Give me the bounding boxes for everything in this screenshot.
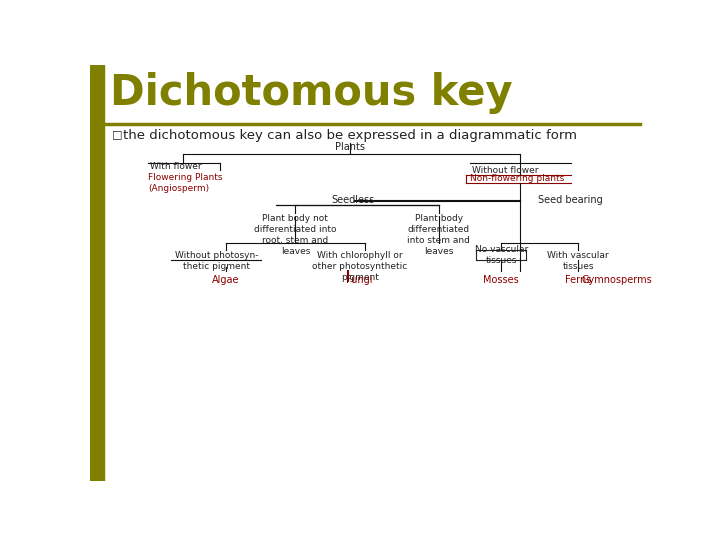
Text: With vascular
tissues: With vascular tissues (547, 251, 609, 271)
Text: Without photosyn-
thetic pigment: Without photosyn- thetic pigment (174, 251, 258, 271)
Text: With flower: With flower (150, 162, 202, 171)
Text: Plant body
differentiated
into stem and
leaves: Plant body differentiated into stem and … (408, 214, 470, 256)
Text: the dichotomous key can also be expressed in a diagrammatic form: the dichotomous key can also be expresse… (122, 130, 577, 143)
Text: Ferns: Ferns (565, 275, 591, 285)
Text: Non-flowering plants: Non-flowering plants (469, 174, 564, 183)
Text: Seed bearing: Seed bearing (538, 195, 603, 205)
Text: Fungi: Fungi (346, 275, 373, 285)
Text: Gymnosperms: Gymnosperms (582, 275, 652, 285)
Text: With chlorophyll or
other photosynthetic
pigment: With chlorophyll or other photosynthetic… (312, 251, 408, 282)
Text: Algae: Algae (212, 275, 239, 285)
Text: □: □ (112, 130, 122, 139)
Text: Dichotomous key: Dichotomous key (110, 72, 513, 114)
Bar (90, 65, 104, 481)
Text: Plants: Plants (335, 142, 364, 152)
Text: Mosses: Mosses (483, 275, 519, 285)
Text: No vascular
tissues: No vascular tissues (474, 245, 528, 265)
Text: Without flower: Without flower (472, 166, 539, 176)
Text: Seedless: Seedless (332, 195, 375, 205)
Text: Flowering Plants
(Angiosperm): Flowering Plants (Angiosperm) (148, 173, 222, 193)
Text: Plant body not
differentiated into
root, stem and
leaves: Plant body not differentiated into root,… (254, 214, 337, 256)
